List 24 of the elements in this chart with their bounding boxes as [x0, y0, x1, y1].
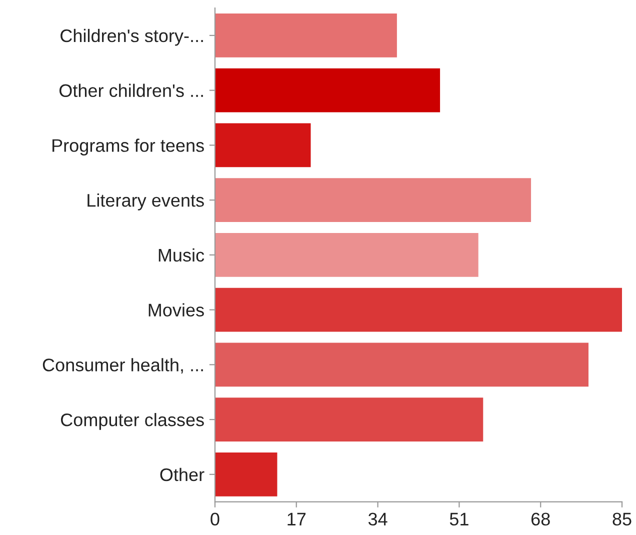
y-tick-label: Other children's ... [59, 84, 203, 98]
bar [214, 452, 278, 496]
y-tick-label: Consumer health, ... [42, 358, 203, 374]
x-tick-label: 17 [288, 512, 306, 526]
bar [214, 288, 622, 332]
x-tick-label: 68 [531, 512, 550, 526]
y-tick-label: Programs for teens [52, 138, 204, 156]
y-tick-label: Other [160, 468, 204, 482]
bar [214, 68, 440, 112]
bar [214, 178, 532, 222]
bar [214, 232, 478, 277]
bar [214, 123, 311, 168]
y-tick-label: Movies [148, 303, 204, 317]
x-tick-label: 0 [210, 512, 220, 526]
x-tick-label: 85 [612, 512, 632, 526]
bar [214, 342, 588, 387]
y-tick-label: Children's story-... [60, 28, 203, 46]
bar [214, 398, 484, 442]
bar [214, 14, 397, 58]
y-tick-label: Computer classes [60, 412, 204, 430]
x-tick-label: 34 [368, 512, 388, 526]
x-tick-label: 51 [450, 512, 468, 526]
y-tick-label: Literary events [88, 194, 204, 210]
y-tick-label: Music [158, 248, 204, 262]
